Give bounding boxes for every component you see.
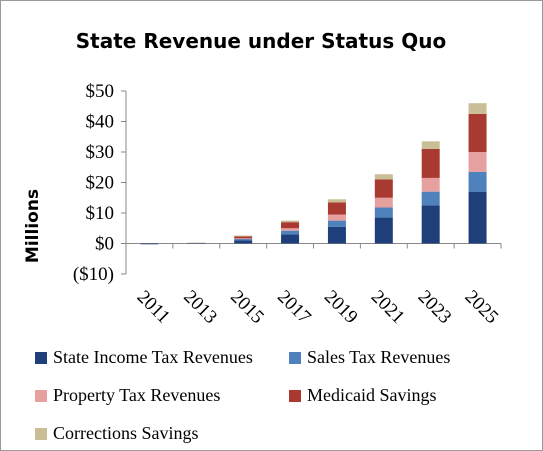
x-axis: 2011 2013 2015 2017 2019 2021 2023 2025 [133, 243, 503, 328]
legend-item: Corrections Savings [35, 423, 199, 444]
y-tick-label: $30 [86, 142, 115, 163]
bar-segment [374, 197, 393, 208]
bar-segment [327, 214, 346, 221]
legend-item: Property Tax Revenues [35, 385, 220, 406]
bar-segment [374, 179, 393, 198]
y-tick-label: ($10) [73, 264, 114, 285]
y-axis-label: Millions [23, 189, 43, 263]
bar-segment [281, 230, 300, 235]
y-tick-label: $40 [86, 112, 115, 133]
x-tick-label: 2025 [461, 286, 503, 328]
bar-segment [234, 238, 253, 241]
legend-label: State Income Tax Revenues [53, 347, 253, 367]
legend-label: Sales Tax Revenues [307, 347, 451, 367]
bar-segment [140, 243, 159, 245]
bar-segment [468, 103, 487, 114]
legend-item: State Income Tax Revenues [35, 347, 253, 368]
bar-segment [281, 234, 300, 244]
legend-swatch [35, 389, 47, 402]
bar-segment [234, 236, 253, 239]
bar-segment [374, 217, 393, 244]
legend-item: Medicaid Savings [289, 385, 436, 406]
bar-segment [234, 240, 253, 244]
bar-series [140, 103, 487, 245]
x-tick-label: 2021 [367, 286, 409, 328]
bar-segment [187, 242, 206, 244]
bar-segment [327, 202, 346, 215]
bar-segment [327, 226, 346, 244]
legend-swatch [35, 427, 47, 440]
y-tick-label: $0 [95, 234, 114, 255]
bar-segment [468, 191, 487, 244]
bar-segment [468, 152, 487, 172]
bar-segment [327, 199, 346, 203]
legend-label: Medicaid Savings [307, 385, 437, 405]
bar-segment [234, 235, 253, 237]
bar-segment [468, 113, 487, 152]
bar-segment [281, 220, 300, 223]
legend-swatch [289, 389, 301, 402]
bar-segment [421, 205, 440, 244]
x-tick-label: 2019 [320, 286, 362, 328]
y-tick-label: $20 [86, 173, 115, 194]
legend-label: Property Tax Revenues [53, 385, 221, 405]
y-tick-label: $50 [86, 81, 115, 102]
chart-title: State Revenue under Status Quo [75, 29, 447, 53]
bar-segment [234, 238, 253, 240]
bar-segment [421, 177, 440, 192]
bar-segment [421, 148, 440, 178]
bar-segment [374, 174, 393, 180]
x-tick-label: 2013 [179, 286, 221, 328]
legend-item: Sales Tax Revenues [289, 347, 450, 368]
bar-segment [421, 141, 440, 149]
bar-segment [421, 191, 440, 206]
bar-segment [281, 228, 300, 231]
y-tick-label: $10 [86, 203, 115, 224]
bar-segment [187, 243, 206, 244]
bar-segment [374, 207, 393, 218]
x-tick-label: 2015 [226, 286, 268, 328]
x-tick-label: 2023 [414, 286, 456, 328]
bar-segment [281, 222, 300, 229]
legend-swatch [35, 351, 47, 364]
x-tick-label: 2011 [133, 286, 174, 327]
legend-swatch [289, 351, 301, 364]
legend-label: Corrections Savings [53, 423, 199, 443]
bar-segment [327, 220, 346, 227]
x-tick-label: 2017 [273, 286, 315, 328]
bar-segment [468, 171, 487, 192]
